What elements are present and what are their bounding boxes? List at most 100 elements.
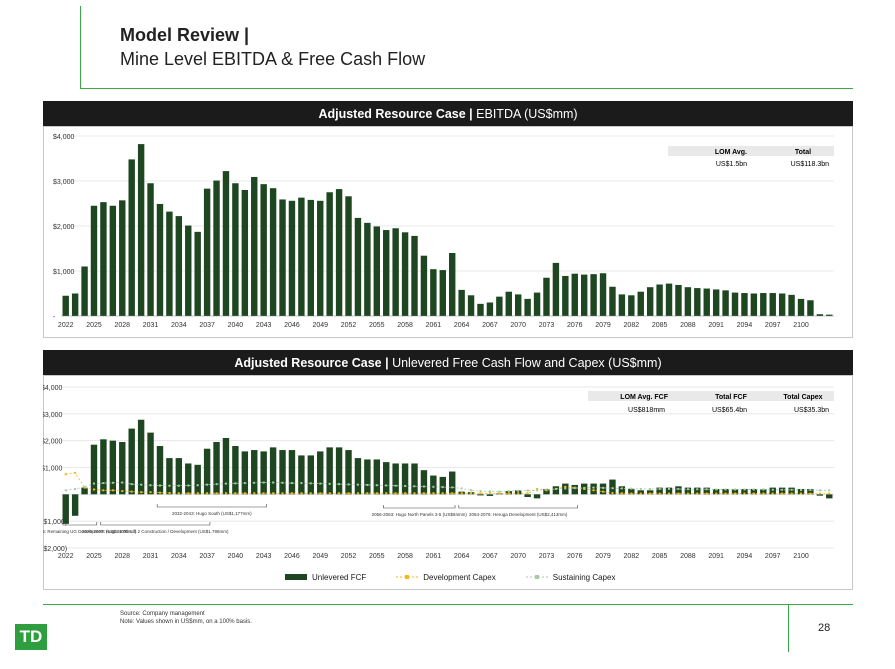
x-tick-label: 2052 <box>341 322 357 329</box>
sus-capex-point <box>573 487 576 490</box>
dev-capex-point <box>272 492 275 495</box>
fcf-bar <box>373 459 381 495</box>
ebitda-bar <box>439 270 446 316</box>
fcf-bar <box>524 494 531 498</box>
dev-capex-point <box>526 492 529 495</box>
fcf-bar <box>628 488 635 495</box>
fcf-bar <box>81 487 88 495</box>
fcf-bar <box>486 494 494 496</box>
sus-capex-point <box>620 487 623 490</box>
stats-total-value: US$118.3bn <box>791 161 830 168</box>
x-tick-label: 2067 <box>482 322 498 329</box>
stats-lom-avg-header: LOM Avg. <box>715 149 747 156</box>
fcf-bar <box>411 463 418 495</box>
x-tick-label: 2088 <box>680 322 696 329</box>
x-tick-label: 2031 <box>143 553 159 560</box>
sus-capex-point <box>375 484 378 487</box>
x-tick-label: 2049 <box>312 322 328 329</box>
ebitda-bar <box>364 222 371 316</box>
ebitda-bar <box>166 211 173 316</box>
ebitda-chart: - $1,000 $2,000 $3,000 $4,000 2022 2025 2028 203… <box>53 134 834 329</box>
stats-lom-avg-fcf-value: US$818mm <box>628 407 665 414</box>
ebitda-bar <box>401 232 409 316</box>
fcf-bar <box>618 486 626 495</box>
sus-capex-point <box>432 485 435 488</box>
x-tick-label: 2070 <box>510 553 526 560</box>
sus-capex-point <box>413 485 416 488</box>
ebitda-bar <box>571 273 578 316</box>
fcf-bar <box>741 488 748 495</box>
x-tick-label: 2028 <box>114 553 130 560</box>
stats-total-header: Total <box>795 149 811 156</box>
header-divider-vertical <box>80 6 81 88</box>
stats-lom-avg-fcf-header: LOM Avg. FCF <box>620 394 668 401</box>
dev-capex-point <box>319 492 322 495</box>
ebitda-bar <box>486 302 494 316</box>
sus-capex-point <box>488 490 491 493</box>
y-tick-label: $4,000 <box>53 134 75 141</box>
fcf-bar <box>712 488 720 495</box>
ebitda-bar <box>156 203 164 316</box>
ebitda-bar <box>232 183 239 316</box>
x-tick-label: 2022 <box>58 322 74 329</box>
dev-capex-point <box>356 492 359 495</box>
sus-capex-point <box>790 488 793 491</box>
ebitda-bar <box>335 189 343 316</box>
sus-capex-point <box>394 484 397 487</box>
fcf-bar <box>269 447 277 495</box>
x-tick-label: 2064 <box>454 553 470 560</box>
dev-capex-point <box>818 492 821 495</box>
sus-capex-point <box>243 482 246 485</box>
legend-swatch-dev <box>396 575 419 579</box>
fcf-bar <box>392 463 399 495</box>
annotation-bracket <box>100 522 211 526</box>
legend-label-dev: Development Capex <box>423 572 496 582</box>
fcf-bar <box>335 447 343 495</box>
ebitda-bar <box>307 199 315 316</box>
dev-capex-point <box>92 488 95 491</box>
ebitda-bar <box>769 293 776 316</box>
dev-capex-point <box>338 492 341 495</box>
dev-capex-point <box>668 492 671 495</box>
ebitda-bar <box>618 294 626 316</box>
legend-label-fcf: Unlevered FCF <box>312 572 367 582</box>
sus-capex-point <box>743 488 746 491</box>
fcf-bar <box>826 494 833 499</box>
footer-divider-horizontal <box>43 604 853 605</box>
ebitda-bar <box>279 199 286 316</box>
ebitda-bar <box>241 190 249 316</box>
sus-capex-point <box>130 483 133 486</box>
dev-capex-point <box>451 492 454 495</box>
dev-capex-point <box>262 492 265 495</box>
fcf-bar <box>543 488 550 495</box>
fcf-bar <box>420 470 428 495</box>
fcf-panel-title-rest: Unlevered Free Cash Flow and Capex (US$m… <box>388 355 662 370</box>
dev-capex-point <box>168 491 171 494</box>
sus-capex-point <box>177 484 180 487</box>
dev-capex-point <box>102 489 105 492</box>
sus-capex-point <box>517 489 520 492</box>
legend-item-dev: Development Capex <box>396 572 496 582</box>
fcf-bar <box>646 490 654 495</box>
sus-capex-point <box>828 489 831 492</box>
x-tick-label: 2073 <box>539 553 555 560</box>
sus-capex-point <box>140 483 143 486</box>
dev-capex-point <box>620 492 623 495</box>
fcf-bar <box>203 448 211 495</box>
sus-capex-point <box>111 481 114 484</box>
sus-capex-point <box>686 488 689 491</box>
dev-capex-point <box>404 492 407 495</box>
fcf-bar <box>90 444 98 495</box>
dev-capex-point <box>441 492 444 495</box>
sus-capex-point <box>347 483 350 486</box>
ebitda-bar <box>411 235 418 316</box>
ebitda-bar <box>326 192 333 316</box>
sus-capex-point <box>526 489 529 492</box>
sus-capex-point <box>554 487 557 490</box>
fcf-bar <box>694 487 701 495</box>
y-tick-label: $1,000 <box>53 269 75 276</box>
y-tick-label: $1,000 <box>43 466 63 473</box>
fcf-bar <box>307 455 315 495</box>
dev-capex-point <box>602 490 605 493</box>
ebitda-bar <box>543 277 550 316</box>
